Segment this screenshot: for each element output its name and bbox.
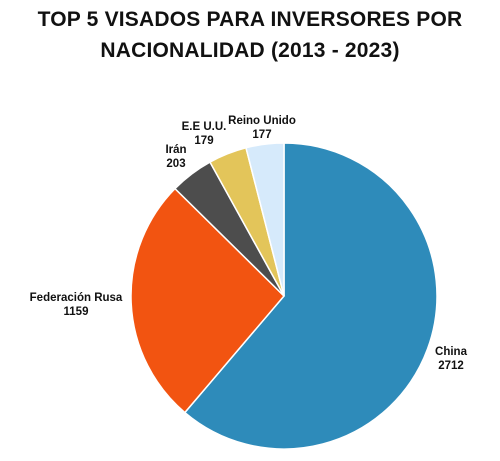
slice-value-reino-unido: 177 xyxy=(252,129,271,141)
slice-value-ir-n: 203 xyxy=(166,158,185,170)
pie-slice-reino-unido xyxy=(245,142,285,297)
slice-label-e-e-u-u: E.E U.U. xyxy=(182,121,227,133)
slice-value-federaci-n-rusa: 1159 xyxy=(64,306,89,318)
chart-title-line-1: TOP 5 VISADOS PARA INVERSORES POR xyxy=(37,8,463,31)
pie-slice-federaci-n-rusa xyxy=(130,187,286,414)
slice-label-federaci-n-rusa: Federación Rusa xyxy=(30,292,123,304)
chart-title-line-2: NACIONALIDAD (2013 - 2023) xyxy=(100,39,400,62)
pie-slice-china xyxy=(183,142,438,450)
chart-title: TOP 5 VISADOS PARA INVERSORES POR NACION… xyxy=(0,4,500,66)
slice-value-e-e-u-u: 179 xyxy=(194,135,213,147)
slice-label-china: China xyxy=(435,346,468,358)
slice-label-reino-unido: Reino Unido xyxy=(228,115,296,127)
slice-label-ir-n: Irán xyxy=(165,144,186,156)
slice-value-china: 2712 xyxy=(438,360,464,372)
